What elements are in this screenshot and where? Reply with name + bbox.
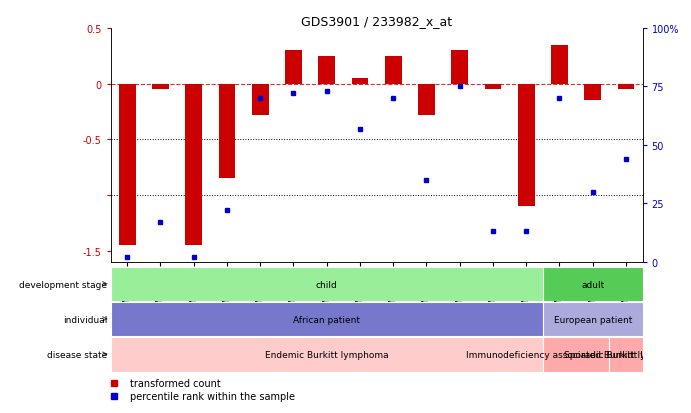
Bar <box>252 85 269 116</box>
Text: adult: adult <box>581 280 605 289</box>
Bar <box>119 85 135 246</box>
Bar <box>618 85 634 90</box>
Text: individual: individual <box>63 315 107 324</box>
Text: percentile rank within the sample: percentile rank within the sample <box>129 391 294 401</box>
Bar <box>585 85 601 101</box>
Bar <box>418 85 435 116</box>
Bar <box>484 85 501 90</box>
Bar <box>385 57 401 85</box>
Bar <box>543 302 643 337</box>
Bar <box>152 85 169 90</box>
Bar <box>451 51 468 85</box>
Text: transformed count: transformed count <box>129 378 220 388</box>
Text: disease state: disease state <box>47 350 107 359</box>
Bar <box>111 302 543 337</box>
Title: GDS3901 / 233982_x_at: GDS3901 / 233982_x_at <box>301 15 452 28</box>
Text: Immunodeficiency associated Burkitt lymphoma: Immunodeficiency associated Burkitt lymp… <box>466 350 686 359</box>
Bar <box>111 337 543 372</box>
Text: Endemic Burkitt lymphoma: Endemic Burkitt lymphoma <box>265 350 388 359</box>
Bar <box>543 267 643 301</box>
Bar <box>185 85 202 246</box>
Bar <box>551 45 568 85</box>
Bar <box>352 79 368 85</box>
Text: Sporadic Burkitt lymphoma: Sporadic Burkitt lymphoma <box>564 350 688 359</box>
Text: child: child <box>316 280 338 289</box>
Bar <box>319 57 335 85</box>
Bar <box>111 267 543 301</box>
Bar <box>609 337 643 372</box>
Bar <box>518 85 535 206</box>
Bar <box>543 337 609 372</box>
Bar <box>285 51 302 85</box>
Text: development stage: development stage <box>19 280 107 289</box>
Text: European patient: European patient <box>553 315 632 324</box>
Text: African patient: African patient <box>293 315 360 324</box>
Bar <box>218 85 235 179</box>
